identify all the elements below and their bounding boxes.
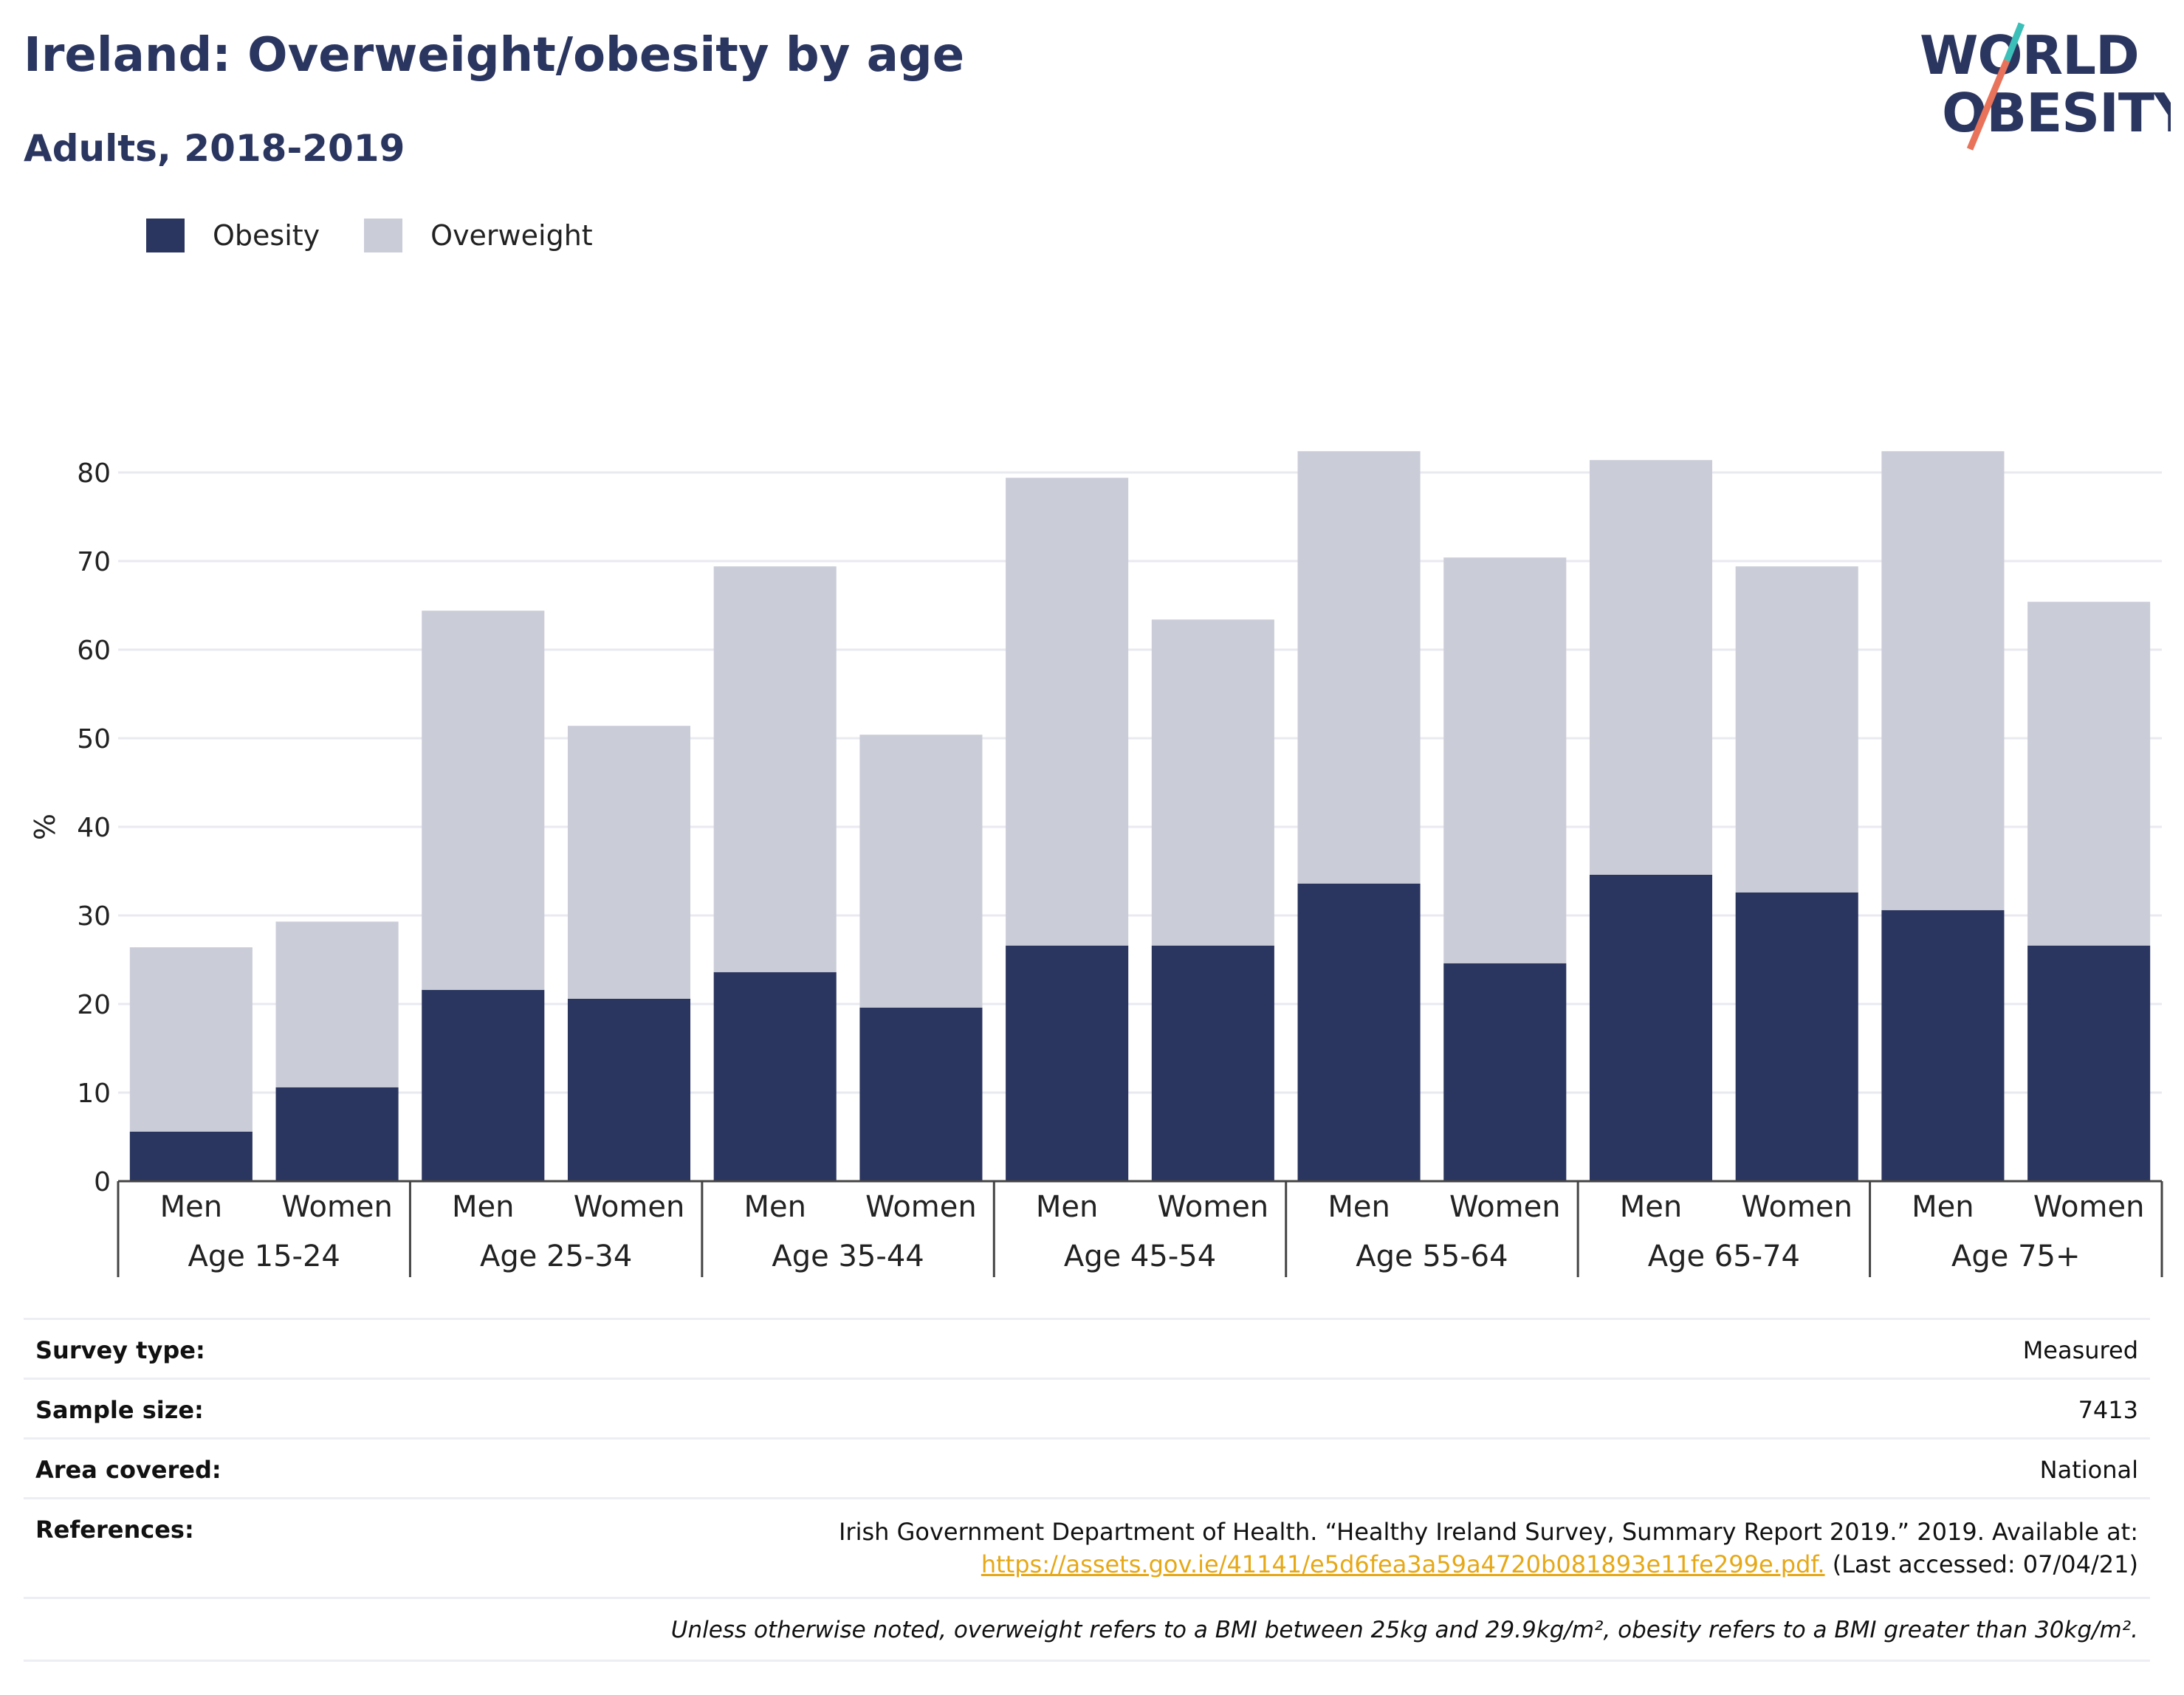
- bar-obesity: [713, 972, 837, 1181]
- x-group-label: Age 75+: [1951, 1240, 2081, 1273]
- bar-overweight: [859, 735, 983, 1008]
- bar-obesity: [1589, 874, 1713, 1181]
- x-subcategory-label: Women: [1449, 1190, 1561, 1224]
- y-tick-label: 30: [77, 901, 111, 932]
- bar-obesity: [1881, 910, 2005, 1181]
- bar-overweight: [1006, 478, 1129, 946]
- x-group-label: Age 15-24: [188, 1240, 340, 1273]
- sample-size-value: 7413: [2078, 1396, 2138, 1424]
- bar-overweight: [1443, 557, 1567, 963]
- y-tick-label: 70: [77, 547, 111, 577]
- stacked-bar-chart: 0 10 20 30 40 50 60 70 80% Men Women Age 15-24 Men Wo…: [29, 451, 2163, 1277]
- world-obesity-logo: WORLD OBESITY: [1920, 22, 2171, 151]
- x-subcategory-label: Women: [1741, 1190, 1852, 1224]
- bar-overweight: [129, 947, 253, 1132]
- area-label: Area covered:: [35, 1456, 222, 1484]
- bar-obesity: [1443, 963, 1567, 1181]
- chart-subtitle: Adults, 2018-2019: [24, 127, 405, 170]
- x-subcategory-label: Women: [2033, 1190, 2145, 1224]
- survey-type-value: Measured: [2022, 1336, 2138, 1364]
- bar-overweight: [1151, 619, 1274, 946]
- references-value: Irish Government Department of Health. “…: [839, 1516, 2138, 1581]
- info-row-area: Area covered: National: [24, 1437, 2150, 1497]
- bar-obesity: [1151, 945, 1274, 1181]
- y-tick-label: 20: [77, 990, 111, 1020]
- bar-obesity: [422, 989, 545, 1181]
- y-tick-label: 60: [77, 636, 111, 666]
- legend-item-overweight[interactable]: Overweight: [364, 219, 593, 252]
- bar-overweight: [1297, 451, 1421, 884]
- x-subcategory-label: Women: [574, 1190, 685, 1224]
- sample-size-label: Sample size:: [35, 1396, 204, 1424]
- y-tick-label: 50: [77, 724, 111, 754]
- references-label: References:: [35, 1516, 194, 1544]
- bar-overweight: [1881, 451, 2005, 910]
- bar-overweight: [422, 611, 545, 990]
- info-row-references: References: Irish Government Department …: [24, 1497, 2150, 1597]
- x-subcategory-label: Women: [281, 1190, 393, 1224]
- bar-obesity: [1735, 892, 1858, 1181]
- chart-title: Ireland: Overweight/obesity by age: [24, 28, 965, 83]
- x-group-label: Age 25-34: [480, 1240, 632, 1273]
- x-subcategory-label: Men: [1328, 1190, 1390, 1224]
- x-group-label: Age 35-44: [772, 1240, 924, 1273]
- logo-slash-teal: [2003, 22, 2025, 62]
- bar-overweight: [713, 566, 837, 972]
- references-text: Irish Government Department of Health. “…: [838, 1518, 2138, 1546]
- y-tick-label: 0: [94, 1167, 111, 1197]
- chart-legend: Obesity Overweight: [146, 219, 637, 252]
- legend-item-obesity[interactable]: Obesity: [146, 219, 320, 252]
- x-subcategory-label: Women: [865, 1190, 977, 1224]
- x-subcategory-label: Men: [744, 1190, 806, 1224]
- bar-obesity: [1006, 945, 1129, 1181]
- x-subcategory-label: Men: [1912, 1190, 1974, 1224]
- x-subcategory-label: Men: [1036, 1190, 1098, 1224]
- x-group-label: Age 45-54: [1064, 1240, 1216, 1273]
- references-link[interactable]: https://assets.gov.ie/41141/e5d6fea3a59a…: [981, 1550, 1825, 1578]
- x-subcategory-label: Men: [160, 1190, 222, 1224]
- bar-obesity: [567, 998, 691, 1181]
- x-subcategory-label: Women: [1158, 1190, 1269, 1224]
- x-group-label: Age 65-74: [1648, 1240, 1800, 1273]
- bar-obesity: [275, 1087, 399, 1181]
- survey-type-label: Survey type:: [35, 1336, 205, 1364]
- bar-obesity: [129, 1131, 253, 1181]
- bmi-footnote: Unless otherwise noted, overweight refer…: [24, 1597, 2150, 1662]
- x-subcategory-label: Men: [1620, 1190, 1682, 1224]
- y-tick-label: 10: [77, 1079, 111, 1109]
- x-group-label: Age 55-64: [1356, 1240, 1508, 1273]
- references-accessed: (Last accessed: 07/04/21): [1832, 1550, 2138, 1578]
- x-subcategory-label: Men: [452, 1190, 514, 1224]
- legend-swatch-obesity: [146, 219, 185, 252]
- y-tick-label: 80: [77, 458, 111, 489]
- bar-overweight: [2027, 602, 2151, 946]
- logo-line-2: OBESITY: [1942, 82, 2171, 144]
- bar-obesity: [2027, 945, 2151, 1181]
- legend-swatch-overweight: [364, 219, 403, 252]
- bar-obesity: [1297, 883, 1421, 1181]
- bar-overweight: [275, 921, 399, 1087]
- bar-overweight: [1735, 566, 1858, 893]
- bar-overweight: [1589, 460, 1713, 875]
- bar-obesity: [859, 1007, 983, 1181]
- info-row-survey-type: Survey type: Measured: [24, 1318, 2150, 1378]
- logo-slash-coral: [1966, 59, 2010, 151]
- survey-info-table: Survey type: Measured Sample size: 7413 …: [24, 1318, 2150, 1662]
- logo-line-1: WORLD: [1920, 24, 2139, 86]
- bar-overweight: [567, 726, 691, 999]
- legend-label-overweight: Overweight: [430, 219, 593, 252]
- y-tick-label: 40: [77, 813, 111, 843]
- area-value: National: [2039, 1456, 2138, 1484]
- legend-label-obesity: Obesity: [213, 219, 320, 252]
- y-axis-label: %: [29, 814, 61, 840]
- info-row-sample-size: Sample size: 7413: [24, 1378, 2150, 1437]
